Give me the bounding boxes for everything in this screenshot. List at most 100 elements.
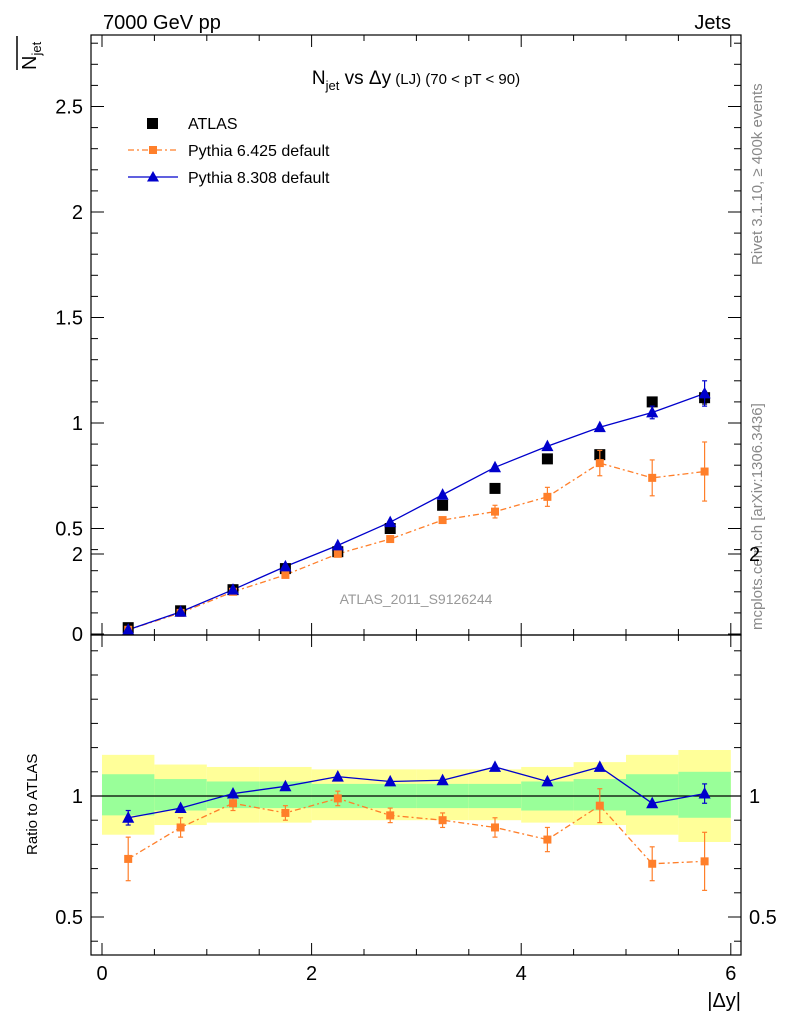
main-point-pythia8-8 <box>541 439 554 452</box>
ratio-panel: 0.5 0.5 1 1 2 2 0 2 4 6 Ratio to ATLAS |Δy| <box>24 544 777 1012</box>
title-small: (LJ) <box>391 71 421 88</box>
header-right: Jets <box>694 12 731 34</box>
ratio-point-pythia8-5 <box>384 774 397 787</box>
ratio-point-pythia8-1 <box>174 801 187 814</box>
ratio-line-pythia8 <box>128 766 705 819</box>
main-ylabel: Njet <box>16 36 44 70</box>
title-rest: vs Δy <box>339 68 391 89</box>
ratio-bands <box>102 750 731 842</box>
ratio-ytick-label-left-0: 0.5 <box>55 907 83 929</box>
ratio-point-pythia6-9 <box>595 801 604 810</box>
ratio-point-pythia8-2 <box>226 786 240 799</box>
main-point-atlas-7 <box>489 482 501 494</box>
main-point-pythia8-9 <box>593 420 606 433</box>
ratio-point-pythia8-0 <box>122 811 135 823</box>
main-point-pythia8-6 <box>436 488 449 500</box>
analysis-watermark: ATLAS_2011_S9126244 <box>340 591 493 607</box>
ratio-ytick-label-right-2: 2 <box>749 544 760 566</box>
ratio-band-inner-0 <box>102 774 155 816</box>
legend-label-pythia6: Pythia 6.425 default <box>188 143 330 160</box>
main-ytick-label-1: 0.5 <box>55 519 83 541</box>
main-point-pythia6-4 <box>333 549 342 558</box>
ratio-point-pythia6-5 <box>386 811 395 820</box>
ratio-point-pythia6-2 <box>229 799 237 808</box>
main-point-pythia6-7 <box>491 507 499 516</box>
title-sub: jet <box>325 78 340 93</box>
main-point-pythia8-7 <box>488 460 502 473</box>
legend-entry-pythia6: Pythia 6.425 default <box>128 143 330 160</box>
main-point-pythia8-1 <box>174 605 187 617</box>
ylabel-main: N <box>19 56 41 70</box>
main-ytick-label-3: 1.5 <box>55 308 83 330</box>
main-point-pythia6-10 <box>648 473 657 482</box>
main-point-atlas-6 <box>437 499 449 511</box>
main-point-atlas-10 <box>646 396 658 408</box>
ratio-ytick-label-right-1: 1 <box>749 786 760 808</box>
main-point-pythia8-0 <box>122 623 135 635</box>
ylabel-sub: jet <box>29 41 44 56</box>
main-point-pythia8-11 <box>698 386 711 399</box>
main-point-pythia6-8 <box>543 492 552 501</box>
main-point-atlas-5 <box>384 523 396 534</box>
ratio-ytick-label-left-1: 1 <box>72 786 83 808</box>
ratio-point-pythia6-11 <box>700 857 709 866</box>
ratio-xtick-label-0: 0 <box>96 963 107 985</box>
ratio-point-pythia8-3 <box>279 779 292 792</box>
main-panel: 0 0.5 1 1.5 2 2.5 Njet vs Δy (LJ) (70 < pT < … <box>16 34 742 646</box>
main-line-pythia8 <box>127 392 705 631</box>
ratio-ytick-label-left-2: 2 <box>72 544 83 566</box>
legend-label-atlas: ATLAS <box>188 116 238 133</box>
ratio-point-pythia8-7 <box>488 760 502 772</box>
main-line-pythia6 <box>128 462 705 631</box>
main-point-pythia8-3 <box>279 559 292 572</box>
ratio-point-pythia6-3 <box>281 808 290 817</box>
ratio-point-pythia6-1 <box>176 823 185 832</box>
main-ticks: 0 0.5 1 1.5 2 2.5 <box>55 35 741 646</box>
title-range: (70 < pT < 90) <box>421 71 520 88</box>
main-point-pythia6-3 <box>281 570 290 579</box>
legend-entry-atlas: ATLAS <box>147 116 238 133</box>
ratio-point-pythia6-8 <box>543 835 552 844</box>
main-point-pythia6-11 <box>700 467 709 476</box>
legend-marker-pythia8 <box>147 171 159 182</box>
ratio-xtick-label-1: 2 <box>306 963 317 985</box>
ratio-point-pythia8-4 <box>331 770 344 782</box>
main-title: Njet vs Δy (LJ) (70 < pT < 90) <box>312 68 520 93</box>
main-point-pythia8-5 <box>384 515 397 528</box>
ratio-point-pythia6-6 <box>438 816 447 825</box>
header-left: 7000 GeV pp <box>103 12 221 34</box>
rivet-label: Rivet 3.1.10, ≥ 400k events <box>749 83 766 265</box>
ratio-xtick-label-3: 6 <box>725 963 736 985</box>
main-point-atlas-8 <box>541 453 553 465</box>
legend: ATLAS Pythia 6.425 default Pythia 8.308 … <box>128 116 330 187</box>
main-point-pythia8-2 <box>226 583 240 595</box>
ratio-xtick-label-2: 4 <box>516 963 527 985</box>
ratio-band-inner-10 <box>626 774 679 816</box>
ratio-marks <box>122 760 711 891</box>
title-main: N <box>312 68 326 89</box>
ratio-ylabel: Ratio to ATLAS <box>24 754 41 855</box>
main-point-pythia8-10 <box>646 405 659 418</box>
ratio-point-pythia6-7 <box>491 823 499 832</box>
main-ytick-label-2: 1 <box>72 413 83 435</box>
ratio-xlabel: |Δy| <box>707 990 741 1012</box>
legend-marker-atlas <box>147 118 158 129</box>
main-point-pythia8-4 <box>331 538 344 551</box>
main-ytick-label-5: 2.5 <box>55 97 83 119</box>
main-point-pythia6-9 <box>595 459 604 468</box>
legend-marker-pythia6 <box>149 146 157 154</box>
ratio-point-pythia6-10 <box>648 859 657 868</box>
ratio-point-pythia8-10 <box>646 796 659 809</box>
svg-text:Njet: Njet <box>19 41 44 70</box>
main-ytick-label-0: 0 <box>72 624 83 646</box>
ratio-point-pythia8-8 <box>541 774 554 787</box>
ratio-point-pythia8-11 <box>698 786 711 799</box>
mcplots-label: mcplots.cern.ch [arXiv:1306.3436] <box>749 403 766 630</box>
ratio-point-pythia6-4 <box>333 794 342 803</box>
main-ytick-label-4: 2 <box>72 202 83 224</box>
ratio-ytick-label-right-0: 0.5 <box>749 907 777 929</box>
ratio-point-pythia8-9 <box>593 760 606 772</box>
main-marks <box>122 380 711 635</box>
legend-entry-pythia8: Pythia 8.308 default <box>128 170 330 187</box>
